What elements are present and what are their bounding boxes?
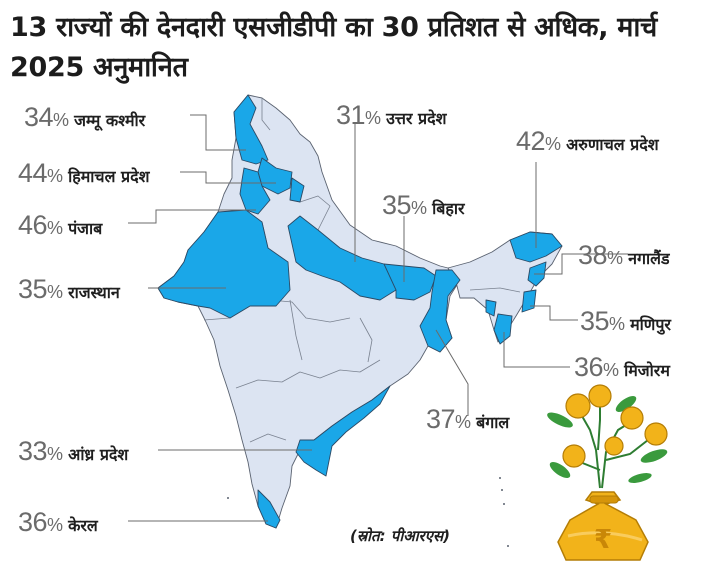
state-uk <box>289 177 305 203</box>
coin-2 <box>588 384 612 408</box>
leader-jk <box>190 114 246 151</box>
chart-title: 13 राज्यों की देनदारी एसजीडीपी का 30 प्र… <box>10 8 700 88</box>
name-pb: पंजाब <box>68 219 103 238</box>
title-line-1: 13 राज्यों की देनदारी एसजीडीपी का 30 प्र… <box>10 12 657 43</box>
money-plant-illustration: ₹ <box>547 384 668 561</box>
percent-nl: % <box>607 248 624 268</box>
state-kl <box>257 489 281 529</box>
andaman-dot-2 <box>501 489 503 491</box>
name-kl: केरल <box>68 516 98 535</box>
state-br <box>383 263 437 301</box>
label-kl: 36% केरल <box>18 509 98 536</box>
label-rj: 35% राजस्थान <box>18 276 120 303</box>
label-ar: 42% अरुणाचल प्रदेश <box>516 128 659 155</box>
label-mn: 35% मणिपुर <box>580 308 671 335</box>
state-mz <box>493 313 513 345</box>
leader-mn <box>530 305 578 321</box>
percent-pb: % <box>47 218 64 238</box>
percent-ap: % <box>47 444 64 464</box>
name-ap: आंध्र प्रदेश <box>68 445 129 464</box>
name-mz: मिजोरम <box>624 361 670 380</box>
coin-6 <box>604 436 624 456</box>
label-up: 31% उत्तर प्रदेश <box>336 102 446 129</box>
label-hp: 44% हिमाचल प्रदेश <box>18 160 149 187</box>
state-mn <box>521 289 537 313</box>
label-nl: 38% नगालैंड <box>578 242 670 269</box>
coin-3 <box>620 406 644 430</box>
leader-hp <box>180 171 276 184</box>
coin-5 <box>562 444 586 468</box>
title-line-2: 2025 अनुमानित <box>10 52 188 83</box>
leader-mz <box>503 332 570 368</box>
percent-jk: % <box>53 110 70 130</box>
value-pb: 46 <box>18 210 48 240</box>
rupee-icon: ₹ <box>594 525 612 555</box>
percent-mn: % <box>609 314 626 334</box>
percent-kl: % <box>47 515 64 535</box>
state-jk <box>233 94 269 165</box>
leader-pb <box>128 209 256 224</box>
value-mn: 35 <box>580 306 610 336</box>
state-pb <box>239 167 271 215</box>
percent-wb: % <box>455 412 472 432</box>
name-ar: अरुणाचल प्रदेश <box>566 135 659 154</box>
label-jk: 34% जम्मू कश्मीर <box>24 104 145 131</box>
leader-nl <box>534 253 628 275</box>
name-rj: राजस्थान <box>68 283 120 302</box>
percent-mz: % <box>603 360 620 380</box>
andaman-dot-4 <box>507 545 509 547</box>
percent-hp: % <box>47 166 64 186</box>
percent-rj: % <box>47 282 64 302</box>
value-ap: 33 <box>18 436 48 466</box>
state-tr <box>485 299 497 317</box>
state-wb <box>419 269 461 353</box>
name-jk: जम्मू कश्मीर <box>74 111 146 130</box>
label-mz: 36% मिजोरम <box>574 354 670 381</box>
coin-4 <box>644 422 668 446</box>
value-kl: 36 <box>18 507 48 537</box>
state-rj <box>157 209 291 319</box>
name-hp: हिमाचल प्रदेश <box>68 167 150 186</box>
coin-1 <box>565 393 591 419</box>
value-mz: 36 <box>574 352 604 382</box>
source-note: (स्रोत: पीआरएस) <box>350 527 450 545</box>
andaman-dot-3 <box>503 503 505 505</box>
value-br: 35 <box>382 190 412 220</box>
money-bag <box>557 491 649 561</box>
percent-ar: % <box>545 134 562 154</box>
state-ap <box>295 385 391 477</box>
value-hp: 44 <box>18 158 48 188</box>
name-nl: नगालैंड <box>628 249 670 268</box>
value-rj: 35 <box>18 274 48 304</box>
value-wb: 37 <box>426 404 456 434</box>
name-mn: मणिपुर <box>630 315 671 334</box>
value-ar: 42 <box>516 126 546 156</box>
value-nl: 38 <box>578 240 608 270</box>
percent-br: % <box>411 198 428 218</box>
label-wb: 37% बंगाल <box>426 406 509 433</box>
name-br: बिहार <box>432 199 465 218</box>
name-wb: बंगाल <box>476 413 510 432</box>
lakshadweep-dot <box>227 497 229 499</box>
value-jk: 34 <box>24 102 54 132</box>
value-up: 31 <box>336 100 366 130</box>
label-br: 35% बिहार <box>382 192 465 219</box>
andaman-dot-1 <box>499 477 501 479</box>
name-up: उत्तर प्रदेश <box>386 109 447 128</box>
percent-up: % <box>365 108 382 128</box>
leader-wb <box>435 329 469 416</box>
label-ap: 33% आंध्र प्रदेश <box>18 438 128 465</box>
label-pb: 46% पंजाब <box>18 212 102 239</box>
